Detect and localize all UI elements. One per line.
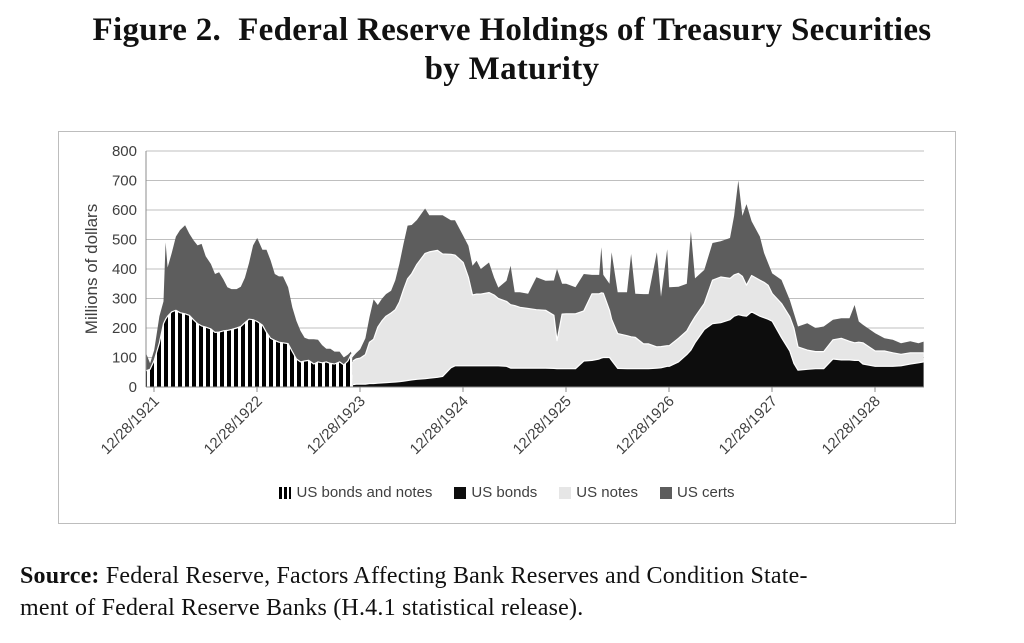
legend-swatch-certs-icon	[660, 486, 672, 499]
legend-label: US bonds	[471, 484, 538, 501]
chart-legend: US bonds and notes US bonds US notes US cer…	[59, 484, 955, 501]
area-series-notes	[146, 250, 924, 385]
series-top-edge	[352, 249, 924, 362]
y-tick-label: 200	[112, 320, 137, 337]
y-tick-label: 600	[112, 202, 137, 219]
series-top-edge	[352, 311, 924, 386]
legend-item-certs: US certs	[660, 484, 735, 501]
x-tick-label: 12/28/1923	[304, 393, 369, 458]
y-tick-label: 0	[129, 379, 137, 396]
series-top-edge	[145, 309, 353, 372]
y-tick-label: 300	[112, 291, 137, 308]
legend-item-bonds: US bonds	[454, 484, 537, 501]
source-text-line2: ment of Federal Reserve Banks (H.4.1 sta…	[20, 595, 584, 621]
y-axis-title: Millions of dollars	[82, 204, 101, 334]
x-tick-label: 12/28/1922	[201, 393, 266, 458]
legend-label: US notes	[576, 484, 638, 501]
y-tick-label: 500	[112, 232, 137, 249]
x-tick-label: 12/28/1924	[407, 393, 472, 458]
chart-box: 12/28/1921 12/28/1922 12/28/1923 12/28/1924…	[58, 131, 956, 524]
area-series-bonds	[146, 310, 924, 387]
y-tick-label: 700	[112, 173, 137, 190]
legend-item-hatch: US bonds and notes	[279, 484, 432, 501]
y-tick-label: 800	[112, 143, 137, 160]
figure-title: Figure 2. Federal Reserve Holdings of Tr…	[0, 11, 1024, 89]
legend-swatch-hatch-icon	[279, 486, 292, 499]
stacked-area-chart: 12/28/1921 12/28/1922 12/28/1923 12/28/1924…	[82, 143, 924, 458]
source-text-line1: Federal Reserve, Factors Affecting Bank …	[99, 563, 808, 589]
y-tick-label: 100	[112, 350, 137, 367]
area-series-hatch	[146, 310, 924, 387]
x-tick-label: 12/28/1925	[510, 393, 575, 458]
legend-label: US certs	[677, 484, 735, 501]
x-tick-label: 12/28/1927	[716, 393, 781, 458]
x-tick-label: 12/28/1926	[613, 393, 678, 458]
legend-label: US bonds and notes	[296, 484, 433, 501]
figure-title-line1: Figure 2. Federal Reserve Holdings of Tr…	[92, 12, 932, 48]
x-tick-label: 12/28/1928	[819, 393, 884, 458]
legend-swatch-bonds-icon	[454, 486, 467, 499]
figure-title-line2: by Maturity	[424, 51, 600, 87]
legend-swatch-notes-icon	[559, 486, 572, 499]
y-tick-label: 400	[112, 261, 137, 278]
x-tick-label: 12/28/1921	[98, 393, 163, 458]
legend-item-notes: US notes	[559, 484, 638, 501]
area-series-certs	[146, 180, 924, 371]
source-label: Source:	[20, 563, 100, 589]
source-note: Source: Federal Reserve, Factors Affecti…	[20, 560, 1008, 624]
